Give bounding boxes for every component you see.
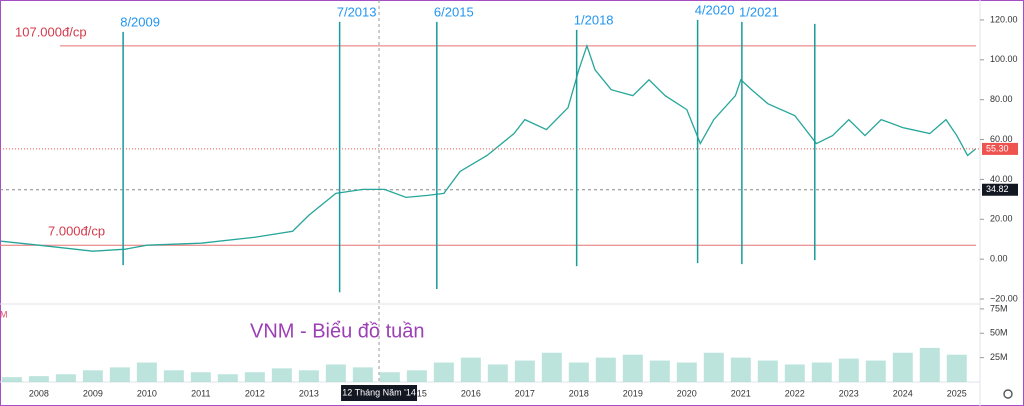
volume-tick-label: 75M [990,303,1008,313]
settings-icon[interactable] [1003,389,1013,399]
x-tick-label: 2008 [29,388,49,398]
level-label: 107.000đ/cp [15,24,87,39]
y-tick-label: 40.00 [990,174,1013,184]
x-tick-label: 2012 [245,388,265,398]
marker-label: 4/2020 [695,2,735,17]
x-tick-label: 2019 [623,388,643,398]
volume-bar [676,362,697,382]
volume-bar [217,374,238,382]
volume-bar [514,360,535,382]
volume-bar [838,358,859,382]
volume-bar [865,360,886,382]
crosshair-x-label: 12 Tháng Năm '14 [342,387,416,397]
y-tick-label: 120.00 [990,14,1018,24]
volume-bar [406,370,427,382]
y-tick-label: 80.00 [990,94,1013,104]
volume-bar [568,362,589,382]
volume-bar [1,377,22,382]
marker-label: 6/2015 [434,4,474,19]
marker-label: 8/2009 [120,14,160,29]
volume-bar [352,367,373,382]
volume-bar [730,357,751,382]
marker-label: 1/2018 [574,12,614,27]
volume-bar [595,357,616,382]
x-tick-label: 2009 [83,388,103,398]
level-label: 7.000đ/cp [48,224,105,239]
volume-bar [757,360,778,382]
y-tick-label: −20.00 [990,293,1018,303]
volume-bar [487,364,508,382]
y-tick-label: 60.00 [990,134,1013,144]
volume-bar [460,357,481,382]
crosshair-y-box [982,183,1018,196]
volume-bar [811,362,832,382]
volume-tick-label: 50M [990,328,1008,338]
volume-bar [892,352,913,382]
x-tick-label: 2020 [677,388,697,398]
volume-bar [433,362,454,382]
x-tick-label: 2011 [191,388,210,398]
volume-bar [919,347,940,382]
volume-bar [136,362,157,382]
volume-bar [82,370,103,382]
last-price-label: 55.30 [986,143,1009,153]
price-line [1,43,977,252]
volume-bar [109,367,130,382]
volume-bar [379,372,400,382]
volume-bar [541,352,562,382]
volume-bar [325,364,346,382]
volume-bar [622,354,643,382]
marker-label: 7/2013 [337,4,377,19]
x-tick-label: 2025 [947,388,967,398]
volume-bar [946,354,967,382]
volume-bar [649,360,670,382]
volume-bar [703,352,724,382]
volume-bar [298,370,319,382]
chart-title: VNM - Biểu đồ tuần [250,320,425,342]
volume-bar [55,374,76,382]
last-price-box [982,142,1018,155]
y-tick-label: 20.00 [990,214,1013,224]
x-tick-label: 2021 [731,388,751,398]
y-tick-label: 100.00 [990,54,1018,64]
x-tick-label: 2018 [569,388,589,398]
x-tick-label: 2016 [461,388,481,398]
volume-tick-label: 25M [990,352,1008,362]
volume-bar [244,372,265,382]
x-tick-label: 2024 [893,388,913,398]
y-tick-label: 0.00 [990,254,1008,264]
crosshair-x-box [341,385,418,401]
x-tick-label: 2023 [839,388,859,398]
x-tick-label: 2010 [137,388,157,398]
marker-label: 1/2021 [739,4,779,19]
volume-unit: M [0,309,8,319]
volume-bar [163,370,184,382]
volume-bar [190,372,211,382]
volume-bar [784,364,805,382]
x-tick-label: 2022 [785,388,805,398]
x-tick-label: 2017 [515,388,535,398]
volume-bar [28,376,49,382]
volume-bar [271,368,292,382]
crosshair-y-label: 34.82 [986,184,1009,194]
x-tick-label: 2013 [299,388,319,398]
